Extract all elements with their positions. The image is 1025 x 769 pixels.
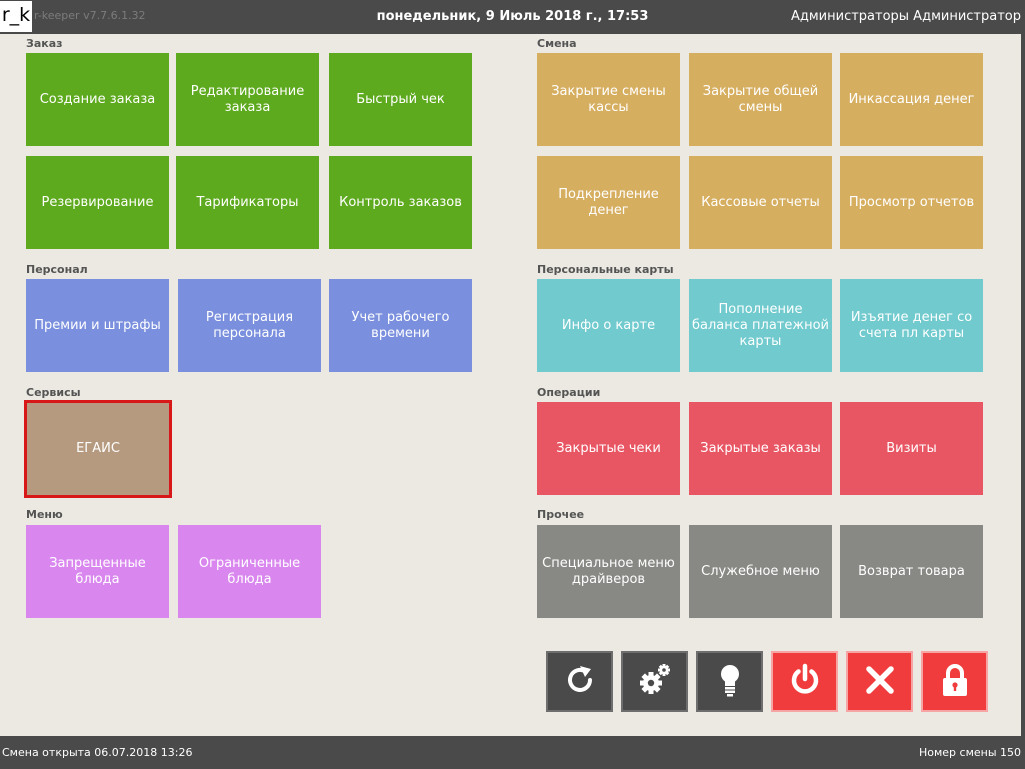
tile-visits[interactable]: Визиты bbox=[840, 402, 983, 495]
tile-service-menu[interactable]: Служебное меню bbox=[689, 525, 832, 618]
status-bar: Смена открыта 06.07.2018 13:26 Номер сме… bbox=[0, 736, 1025, 769]
tile-cash-collection[interactable]: Инкассация денег bbox=[840, 53, 983, 146]
tile-cash-reports[interactable]: Кассовые отчеты bbox=[689, 156, 832, 249]
tile-limited-dishes[interactable]: Ограниченные блюда bbox=[178, 525, 321, 618]
shift-open-status: Смена открыта 06.07.2018 13:26 bbox=[2, 746, 193, 759]
power-off-button[interactable] bbox=[771, 651, 838, 712]
tile-reservation[interactable]: Резервирование bbox=[26, 156, 169, 249]
section-label-services: Сервисы bbox=[26, 386, 81, 399]
refresh-button[interactable] bbox=[546, 651, 613, 712]
section-label-menu: Меню bbox=[26, 508, 63, 521]
tile-bonuses-fines[interactable]: Премии и штрафы bbox=[26, 279, 169, 372]
current-user: Администраторы Администратор bbox=[790, 9, 1021, 24]
section-label-cards: Персональные карты bbox=[537, 263, 674, 276]
tile-driver-special-menu[interactable]: Специальное меню драйверов bbox=[537, 525, 680, 618]
tile-view-reports[interactable]: Просмотр отчетов bbox=[840, 156, 983, 249]
tile-closed-orders[interactable]: Закрытые заказы bbox=[689, 402, 832, 495]
settings-gears-icon bbox=[635, 660, 675, 704]
app-logo: r_k bbox=[0, 1, 32, 32]
section-label-order: Заказ bbox=[26, 37, 63, 50]
settings-button[interactable] bbox=[621, 651, 688, 712]
tile-tariffs[interactable]: Тарификаторы bbox=[176, 156, 319, 249]
tile-create-order[interactable]: Создание заказа bbox=[26, 53, 169, 146]
section-label-shift: Смена bbox=[537, 37, 577, 50]
section-label-operations: Операции bbox=[537, 386, 601, 399]
tile-close-cash-shift[interactable]: Закрытие смены кассы bbox=[537, 53, 680, 146]
lock-button[interactable] bbox=[921, 651, 988, 712]
lightbulb-icon bbox=[715, 662, 745, 702]
tile-forbidden-dishes[interactable]: Запрещенные блюда bbox=[26, 525, 169, 618]
power-icon bbox=[787, 662, 823, 702]
close-button[interactable] bbox=[846, 651, 913, 712]
close-icon bbox=[865, 665, 895, 699]
tile-close-common-shift[interactable]: Закрытие общей смены bbox=[689, 53, 832, 146]
tile-egais[interactable]: ЕГАИС bbox=[24, 400, 172, 498]
app-version: r-keeper v7.7.6.1.32 bbox=[34, 9, 146, 22]
tile-goods-return[interactable]: Возврат товара bbox=[840, 525, 983, 618]
section-label-staff: Персонал bbox=[26, 263, 88, 276]
shift-number: Номер смены 150 bbox=[918, 746, 1021, 759]
title-bar: r_k r-keeper v7.7.6.1.32 понедельник, 9 … bbox=[0, 0, 1025, 34]
tile-edit-order[interactable]: Редактирование заказа bbox=[176, 53, 319, 146]
lock-icon bbox=[939, 662, 971, 702]
tile-card-info[interactable]: Инфо о карте bbox=[537, 279, 680, 372]
tile-card-topup[interactable]: Пополнение баланса платежной карты bbox=[689, 279, 832, 372]
tile-staff-registration[interactable]: Регистрация персонала bbox=[178, 279, 321, 372]
tile-time-tracking[interactable]: Учет рабочего времени bbox=[329, 279, 472, 372]
tile-card-withdraw[interactable]: Изъятие денег со счета пл карты bbox=[840, 279, 983, 372]
window-frame bbox=[1021, 34, 1025, 736]
tile-quick-check[interactable]: Быстрый чек bbox=[329, 53, 472, 146]
refresh-icon bbox=[563, 663, 597, 701]
section-label-other: Прочее bbox=[537, 508, 585, 521]
tile-cash-reinforcement[interactable]: Подкрепление денег bbox=[537, 156, 680, 249]
tile-closed-checks[interactable]: Закрытые чеки bbox=[537, 402, 680, 495]
tile-order-control[interactable]: Контроль заказов bbox=[329, 156, 472, 249]
tips-button[interactable] bbox=[696, 651, 763, 712]
current-datetime: понедельник, 9 Июль 2018 г., 17:53 bbox=[376, 9, 649, 24]
